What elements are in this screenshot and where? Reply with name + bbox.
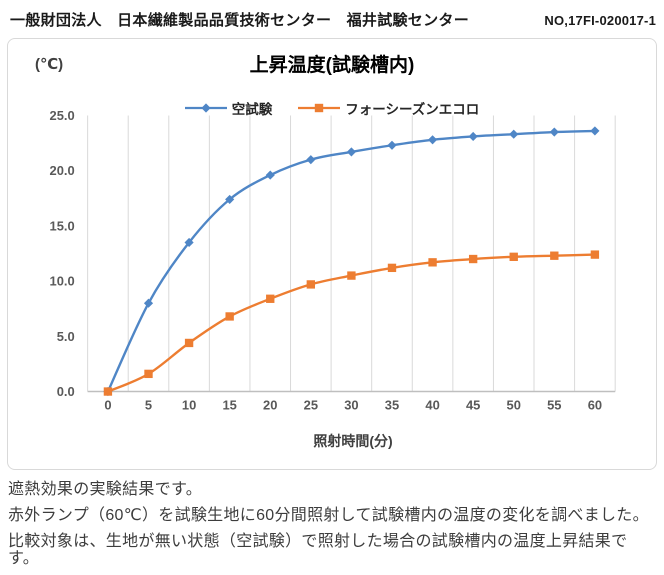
chart-legend: 空試験 フォーシーズンエコロ <box>8 98 656 118</box>
legend-item-blank-test: 空試験 <box>184 98 273 118</box>
x-axis-title: 照射時間(分) <box>313 433 393 449</box>
description-text: 遮熱効果の実験結果です。 赤外ランプ（60℃）を試験生地に60分間照射して試験槽… <box>0 470 664 567</box>
report-number: NO,17FI-020017-1 <box>544 13 656 28</box>
description-line-3: 比較対象は、生地が無い状態（空試験）で照射した場合の試験槽内の温度上昇結果です。 <box>8 533 628 567</box>
legend-label-four-seasons-ecolo: フォーシーズンエコロ <box>345 102 480 117</box>
legend-marker-blank-test-icon <box>184 103 227 113</box>
legend-marker-four-seasons-ecolo-icon <box>298 103 341 113</box>
svg-text:15: 15 <box>222 397 236 412</box>
svg-text:15.0: 15.0 <box>50 218 75 233</box>
svg-text:25: 25 <box>304 397 318 412</box>
y-axis-unit-label: (℃) <box>35 56 64 73</box>
svg-text:60: 60 <box>588 397 602 412</box>
description-line-1: 遮熱効果の実験結果です。 <box>8 481 203 498</box>
svg-text:0.0: 0.0 <box>57 384 75 399</box>
svg-text:25.0: 25.0 <box>50 108 75 123</box>
svg-text:10: 10 <box>182 397 196 412</box>
legend-label-blank-test: 空試験 <box>231 102 273 117</box>
chart-container: (℃) 上昇温度(試験槽内) 空試験 フォーシーズンエコロ 0 5 10 15 20 25… <box>7 38 657 470</box>
svg-text:0: 0 <box>104 397 111 412</box>
svg-text:30: 30 <box>344 397 358 412</box>
svg-text:5: 5 <box>145 397 152 412</box>
svg-text:10.0: 10.0 <box>50 274 75 289</box>
legend-item-four-seasons-ecolo: フォーシーズンエコロ <box>298 98 479 118</box>
svg-text:35: 35 <box>385 397 399 412</box>
svg-text:55: 55 <box>547 397 561 412</box>
plot-area: 0 5 10 15 20 25 30 35 40 45 50 55 60 25.0 20.0 15.0 10.0… <box>50 108 616 412</box>
svg-text:5.0: 5.0 <box>57 329 75 344</box>
chart-title: 上昇温度(試験槽内) <box>249 55 415 76</box>
report-header: 一般財団法人 日本繊維製品品質技術センター 福井試験センター NO,17FI-0… <box>0 0 664 30</box>
svg-text:20.0: 20.0 <box>50 163 75 178</box>
svg-text:40: 40 <box>425 397 439 412</box>
svg-text:45: 45 <box>466 397 480 412</box>
organization-name: 一般財団法人 日本繊維製品品質技術センター 福井試験センター <box>10 12 470 29</box>
svg-text:20: 20 <box>263 397 277 412</box>
description-line-2: 赤外ランプ（60℃）を試験生地に60分間照射して試験槽内の温度の変化を調べました… <box>8 507 649 524</box>
svg-text:50: 50 <box>507 397 521 412</box>
